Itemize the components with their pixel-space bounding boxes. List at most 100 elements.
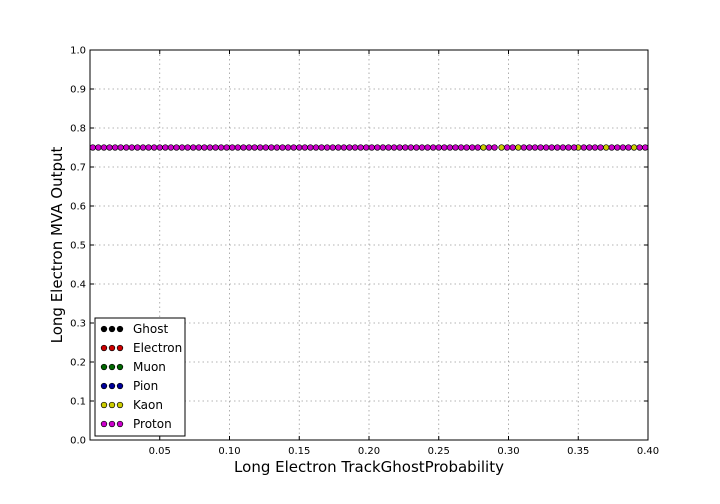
point-proton: [301, 144, 308, 151]
point-proton: [407, 144, 415, 151]
legend-item-proton: Proton: [100, 417, 172, 431]
point-proton: [418, 144, 426, 151]
point-proton: [452, 144, 459, 151]
axis-ticks: 0.05 0.10 0.15 0.20 0.25 0.30 0.35 0.40 0.0 0.1 0.…: [70, 46, 659, 458]
point-kaon: [515, 144, 522, 151]
point-proton: [402, 144, 409, 151]
y-tick-label: 0.3: [70, 319, 86, 330]
point-proton: [128, 144, 136, 151]
point-proton: [173, 144, 180, 151]
y-tick-label: 0.2: [70, 358, 86, 369]
point-proton: [257, 144, 264, 151]
point-proton: [201, 144, 208, 151]
point-proton: [346, 144, 353, 151]
point-proton: [151, 144, 158, 151]
point-proton: [619, 144, 627, 151]
point-proton: [385, 144, 392, 151]
legend-item-muon: Muon: [100, 360, 166, 374]
point-proton: [134, 144, 141, 151]
point-proton: [240, 144, 247, 151]
point-proton: [212, 144, 219, 151]
point-proton: [284, 144, 292, 151]
point-proton: [245, 144, 253, 151]
legend-label: Ghost: [133, 322, 168, 336]
point-proton: [145, 144, 152, 151]
data-points: [89, 144, 649, 151]
legend-label: Muon: [133, 360, 166, 374]
point-proton: [614, 144, 621, 151]
y-tick-label: 0.7: [70, 163, 86, 174]
point-proton: [234, 144, 242, 151]
legend-marker: [108, 344, 116, 352]
point-proton: [424, 144, 431, 151]
y-tick-label: 1.0: [70, 46, 86, 57]
point-proton: [441, 144, 448, 151]
x-tick-label: 0.05: [149, 446, 171, 457]
point-proton: [509, 144, 516, 151]
point-proton: [435, 144, 442, 151]
point-proton: [217, 144, 225, 151]
point-proton: [156, 144, 163, 151]
legend-marker: [116, 344, 124, 352]
point-proton: [390, 144, 398, 151]
point-proton: [526, 144, 533, 151]
point-proton: [167, 144, 175, 151]
point-proton: [446, 144, 454, 151]
point-proton: [184, 144, 191, 151]
point-proton: [95, 144, 102, 151]
point-proton: [457, 144, 465, 151]
point-proton: [520, 144, 527, 151]
legend-marker: [116, 382, 124, 390]
point-proton: [279, 144, 286, 151]
point-proton: [318, 144, 325, 151]
y-tick-label: 0.8: [70, 124, 86, 135]
point-proton: [379, 144, 387, 151]
point-proton: [195, 144, 202, 151]
point-proton: [474, 144, 481, 151]
point-proton: [548, 144, 555, 151]
legend-marker: [116, 401, 124, 409]
legend-marker: [100, 344, 108, 352]
point-proton: [229, 144, 236, 151]
point-proton: [597, 144, 604, 151]
point-proton: [491, 144, 498, 151]
legend-marker: [108, 382, 116, 390]
y-tick-label: 0.5: [70, 241, 86, 252]
y-tick-label: 0.6: [70, 202, 86, 213]
point-kaon: [480, 144, 487, 151]
point-proton: [223, 144, 230, 151]
x-tick-label: 0.15: [288, 446, 310, 457]
point-proton: [190, 144, 197, 151]
point-kaon: [630, 144, 638, 151]
legend-label: Proton: [133, 417, 172, 431]
x-tick-label: 0.40: [637, 446, 659, 457]
point-proton: [565, 144, 572, 151]
point-proton: [537, 144, 544, 151]
point-proton: [363, 144, 370, 151]
x-tick-label: 0.35: [567, 446, 589, 457]
legend-marker: [108, 401, 116, 409]
legend-marker: [100, 325, 108, 333]
point-proton: [335, 144, 342, 151]
point-proton: [531, 144, 539, 151]
point-proton: [368, 144, 375, 151]
point-proton: [586, 144, 593, 151]
legend-item-electron: Electron: [100, 341, 182, 355]
point-proton: [123, 144, 130, 151]
point-proton: [329, 144, 336, 151]
point-proton: [351, 144, 359, 151]
legend-marker: [100, 420, 108, 428]
point-proton: [111, 144, 119, 151]
point-proton: [106, 144, 113, 151]
legend-marker: [100, 401, 108, 409]
legend-label: Kaon: [133, 398, 163, 412]
legend: Ghost Electron Muon Pion Kaon Proton: [94, 317, 186, 437]
point-proton: [357, 144, 364, 151]
point-proton: [162, 144, 169, 151]
x-tick-label: 0.25: [428, 446, 450, 457]
legend-marker: [116, 325, 124, 333]
y-tick-label: 0.0: [70, 436, 86, 447]
point-proton: [262, 144, 269, 151]
point-proton: [178, 144, 186, 151]
